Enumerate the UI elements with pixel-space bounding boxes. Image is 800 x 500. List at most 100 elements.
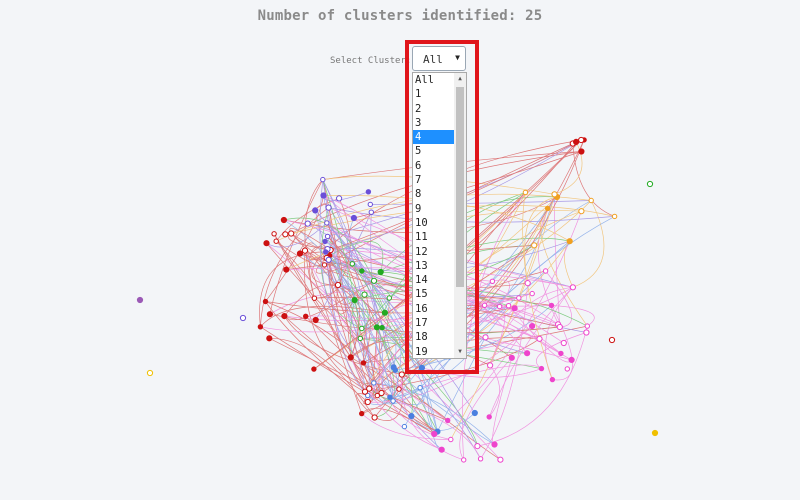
- dropdown-option[interactable]: 16: [415, 302, 428, 315]
- graph-node[interactable]: [578, 148, 585, 155]
- graph-node[interactable]: [136, 296, 144, 304]
- graph-node[interactable]: [349, 261, 355, 267]
- graph-node[interactable]: [505, 303, 512, 309]
- dropdown-option[interactable]: 19: [415, 345, 428, 358]
- graph-node[interactable]: [320, 192, 327, 199]
- scroll-up-icon[interactable]: ▲: [458, 75, 462, 82]
- graph-node[interactable]: [303, 313, 309, 319]
- graph-node[interactable]: [551, 191, 558, 198]
- graph-node[interactable]: [417, 385, 423, 391]
- graph-node[interactable]: [304, 220, 311, 227]
- dropdown-option[interactable]: 9: [415, 202, 422, 215]
- graph-node[interactable]: [548, 302, 555, 309]
- graph-node[interactable]: [371, 414, 378, 421]
- dropdown-option[interactable]: 10: [415, 216, 428, 229]
- graph-node[interactable]: [584, 323, 590, 329]
- graph-node[interactable]: [646, 180, 654, 188]
- graph-node[interactable]: [556, 323, 563, 331]
- dropdown-option[interactable]: 17: [415, 317, 428, 330]
- graph-node[interactable]: [361, 291, 368, 298]
- graph-node[interactable]: [542, 268, 549, 274]
- graph-node[interactable]: [266, 311, 273, 318]
- graph-node[interactable]: [401, 423, 408, 430]
- graph-node[interactable]: [367, 201, 373, 208]
- dropdown-option[interactable]: 7: [415, 174, 422, 187]
- dropdown-option[interactable]: 6: [415, 159, 422, 172]
- dropdown-option[interactable]: 5: [415, 145, 422, 158]
- dropdown-option[interactable]: 2: [415, 102, 422, 115]
- graph-node[interactable]: [390, 398, 396, 404]
- graph-node[interactable]: [461, 457, 467, 463]
- graph-node[interactable]: [549, 376, 556, 383]
- graph-node[interactable]: [522, 189, 529, 196]
- dropdown-option[interactable]: 3: [415, 116, 422, 129]
- dropdown-option[interactable]: 15: [415, 288, 428, 301]
- graph-node[interactable]: [529, 323, 536, 330]
- dropdown-scrollbar[interactable]: ▲ ▼: [454, 73, 466, 358]
- graph-node[interactable]: [320, 176, 326, 183]
- graph-node[interactable]: [311, 295, 318, 301]
- graph-node[interactable]: [368, 209, 374, 215]
- graph-node[interactable]: [347, 354, 354, 361]
- graph-node[interactable]: [558, 350, 564, 357]
- graph-node[interactable]: [360, 360, 367, 366]
- graph-node[interactable]: [266, 335, 273, 342]
- dropdown-option[interactable]: All: [415, 74, 434, 86]
- graph-node[interactable]: [359, 410, 365, 417]
- cluster-select[interactable]: All ▼: [412, 46, 466, 71]
- graph-node[interactable]: [321, 262, 328, 268]
- graph-node[interactable]: [379, 324, 385, 331]
- graph-node[interactable]: [263, 240, 270, 247]
- graph-node[interactable]: [262, 298, 269, 305]
- graph-node[interactable]: [481, 302, 488, 308]
- graph-node[interactable]: [378, 389, 385, 397]
- graph-node[interactable]: [325, 204, 332, 211]
- graph-node[interactable]: [524, 280, 531, 287]
- graph-node[interactable]: [324, 220, 330, 226]
- graph-node[interactable]: [381, 309, 388, 316]
- graph-node[interactable]: [312, 316, 319, 324]
- dropdown-option[interactable]: 18: [415, 331, 428, 344]
- graph-node[interactable]: [359, 268, 365, 274]
- graph-node[interactable]: [312, 207, 319, 214]
- graph-node[interactable]: [608, 336, 616, 344]
- graph-node[interactable]: [487, 362, 494, 369]
- graph-node[interactable]: [508, 354, 515, 361]
- graph-node[interactable]: [146, 369, 154, 377]
- graph-node[interactable]: [359, 325, 365, 332]
- graph-node[interactable]: [271, 231, 277, 237]
- graph-node[interactable]: [357, 335, 363, 342]
- dropdown-option[interactable]: 11: [415, 231, 428, 244]
- graph-node[interactable]: [365, 392, 371, 399]
- graph-node[interactable]: [569, 284, 577, 291]
- graph-node[interactable]: [322, 238, 328, 245]
- graph-node[interactable]: [273, 238, 279, 244]
- scroll-down-icon[interactable]: ▼: [458, 348, 462, 355]
- graph-node[interactable]: [531, 242, 538, 249]
- graph-node[interactable]: [578, 208, 585, 215]
- graph-node[interactable]: [564, 366, 570, 372]
- graph-node[interactable]: [361, 388, 369, 395]
- graph-node[interactable]: [325, 256, 332, 263]
- graph-node[interactable]: [408, 413, 415, 420]
- graph-node[interactable]: [491, 441, 498, 448]
- graph-node[interactable]: [366, 385, 373, 392]
- graph-node[interactable]: [396, 386, 402, 392]
- graph-node[interactable]: [323, 249, 329, 255]
- graph-node[interactable]: [365, 189, 372, 195]
- graph-node[interactable]: [474, 443, 481, 450]
- graph-node[interactable]: [477, 456, 484, 462]
- graph-node[interactable]: [392, 367, 398, 373]
- graph-node[interactable]: [560, 339, 567, 347]
- dropdown-option[interactable]: 12: [415, 245, 428, 258]
- dropdown-option[interactable]: 14: [415, 274, 428, 287]
- graph-node[interactable]: [283, 266, 290, 273]
- graph-node[interactable]: [301, 247, 309, 254]
- graph-node[interactable]: [431, 430, 438, 438]
- dropdown-option[interactable]: 1: [415, 88, 422, 101]
- graph-node[interactable]: [386, 295, 392, 301]
- graph-node[interactable]: [516, 295, 522, 301]
- graph-node[interactable]: [373, 324, 380, 331]
- graph-node[interactable]: [496, 303, 503, 310]
